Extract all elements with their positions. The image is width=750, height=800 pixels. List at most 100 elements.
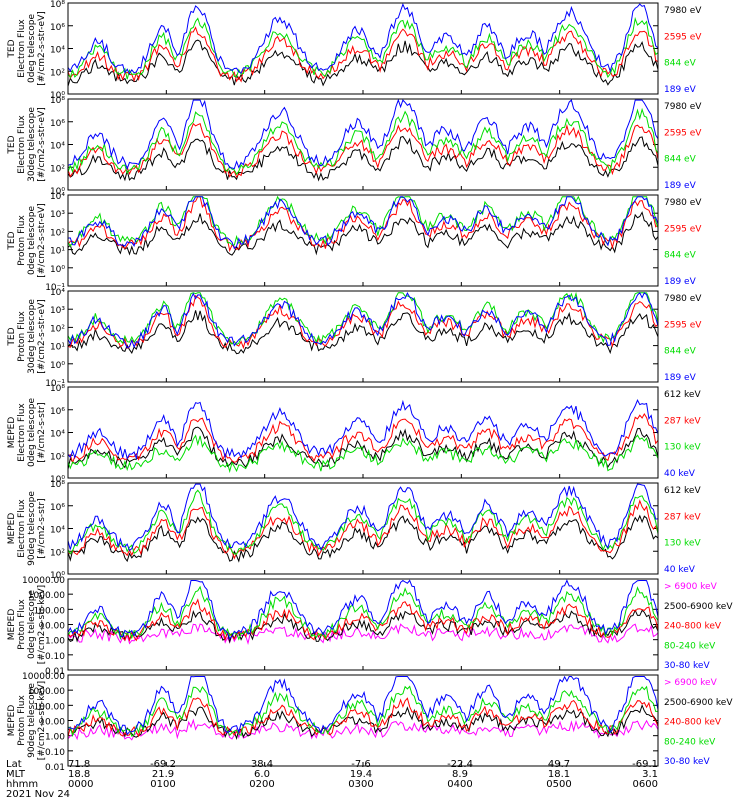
lat-0500: 49.7: [548, 759, 570, 770]
y-tick-label: 10⁶: [50, 23, 65, 33]
y-axis-label-line: Electron Flux: [17, 499, 27, 558]
series-trace: [67, 3, 659, 75]
y-tick-label: 10⁸: [50, 480, 65, 490]
footer-label-mlt: MLT: [6, 769, 26, 780]
lat-0400: -22.4: [447, 759, 473, 770]
y-axis-label-line: MEPED: [7, 609, 17, 641]
y-axis-label: MEPEDProton Flux90deg telescope[#/cm2-s-…: [7, 681, 47, 760]
y-axis-label-line: 0deg telescope: [27, 206, 37, 276]
legend-entry: 2595 eV: [664, 320, 702, 330]
y-tick-label: 10⁸: [50, 96, 65, 106]
y-tick-label: 100.00: [34, 702, 66, 712]
y-tick-label: 10⁰: [50, 361, 65, 371]
y-axis-label: TEDElectron Flux30deg telescope[#/cm2-s-…: [7, 107, 47, 182]
legend-entry: 40 keV: [664, 469, 696, 479]
series-trace: [67, 291, 659, 346]
legend-entry: 130 keV: [664, 443, 701, 453]
y-tick-label: 10⁸: [50, 384, 65, 394]
series-trace: [67, 294, 659, 350]
y-tick-label: 10³: [50, 210, 65, 220]
y-axis-label-line: [#/cm2-s-str]: [37, 402, 47, 462]
series-trace: [67, 310, 659, 355]
mlt-0100: 21.9: [152, 769, 174, 780]
series-trace: [67, 426, 659, 470]
series-trace: [67, 122, 659, 179]
mlt-0400: 8.9: [452, 769, 468, 780]
y-axis-label-line: 0deg telescope: [27, 14, 37, 84]
lat-0300: -7.6: [351, 759, 371, 770]
lat-0200: 38.4: [251, 759, 273, 770]
legend-entry: > 6900 keV: [664, 582, 718, 592]
legend-entry: 2595 eV: [664, 224, 702, 234]
legend-entry: 2500-6900 keV: [664, 602, 733, 612]
y-tick-label: 10000.00: [22, 672, 65, 682]
series-trace: [67, 489, 659, 555]
y-axis-label-line: 30deg telescope: [27, 107, 37, 182]
y-tick-label: 10⁴: [50, 288, 65, 298]
legend-entry: 30-80 keV: [664, 661, 710, 671]
y-tick-label: 10⁰: [50, 187, 65, 197]
legend-entry: 844 eV: [664, 347, 697, 357]
y-tick-label: 10⁶: [50, 407, 65, 417]
series-trace: [67, 98, 659, 171]
y-axis-label-line: 90deg telescope: [27, 491, 37, 566]
y-tick-label: 0.10: [45, 652, 65, 662]
mlt-0200: 6.0: [254, 769, 270, 780]
y-tick-label: 1.00: [45, 733, 65, 743]
series-trace: [67, 211, 659, 256]
hhmm-0300: 0300: [348, 779, 373, 790]
series-trace: [67, 291, 659, 349]
hhmm-0100: 0100: [150, 779, 175, 790]
y-tick-label: 10¹: [50, 343, 65, 353]
y-tick-label: 10¹: [50, 247, 65, 257]
y-axis-label-line: Electron Flux: [17, 403, 27, 462]
y-tick-label: 10⁰: [50, 91, 65, 101]
legend-entry: 287 keV: [664, 416, 701, 426]
legend-entry: 2595 eV: [664, 32, 702, 42]
series-trace: [67, 196, 659, 253]
hhmm-0400: 0400: [447, 779, 472, 790]
y-axis-label-line: [#/cm2-s-str-keV]: [37, 681, 47, 760]
y-tick-label: 10.00: [39, 718, 65, 728]
y-axis-label-line: MEPED: [7, 513, 17, 545]
y-axis-label-line: 0deg telescope: [27, 590, 37, 660]
y-axis-label-line: MEPED: [7, 417, 17, 449]
y-tick-label: 10²: [50, 324, 65, 334]
y-tick-label: 10⁻¹: [45, 379, 65, 389]
legend-entry: 80-240 keV: [664, 641, 716, 651]
series-trace: [67, 399, 659, 460]
y-tick-label: 0.10: [45, 748, 65, 758]
legend-entry: 30-80 keV: [664, 757, 710, 767]
plot-frame: [67, 194, 659, 287]
y-tick-label: 10000.00: [22, 576, 65, 586]
series-trace: [67, 26, 659, 83]
legend-entry: 7980 eV: [664, 294, 702, 304]
legend-entry: 844 eV: [664, 59, 697, 69]
y-tick-label: 1.00: [45, 637, 65, 647]
y-axis-label-line: 30deg telescope: [27, 299, 37, 374]
series-trace: [67, 514, 659, 563]
y-tick-label: 10²: [50, 228, 65, 238]
y-tick-label: 10⁴: [50, 46, 65, 56]
series-trace: [67, 585, 659, 641]
lat-0100: -69.2: [150, 759, 176, 770]
series-trace: [67, 107, 659, 176]
y-axis-label-line: TED: [7, 231, 17, 250]
y-tick-label: 10⁰: [50, 475, 65, 485]
y-axis-label: MEPEDElectron Flux90deg telescope[#/cm2-…: [7, 491, 47, 566]
y-axis-label-line: Proton Flux: [17, 695, 27, 746]
y-tick-label: 10²: [50, 68, 65, 78]
y-axis-label-line: TED: [7, 39, 17, 58]
legend-entry: 844 eV: [664, 251, 697, 261]
y-axis-label-line: TED: [7, 135, 17, 154]
legend-entry: 189 eV: [664, 85, 697, 95]
series-trace: [67, 195, 659, 248]
y-tick-label: 0.01: [45, 667, 65, 677]
mlt-0000: 18.8: [68, 769, 90, 780]
mlt-0600: 3.1: [642, 769, 658, 780]
y-axis-label-line: 90deg telescope: [27, 683, 37, 758]
